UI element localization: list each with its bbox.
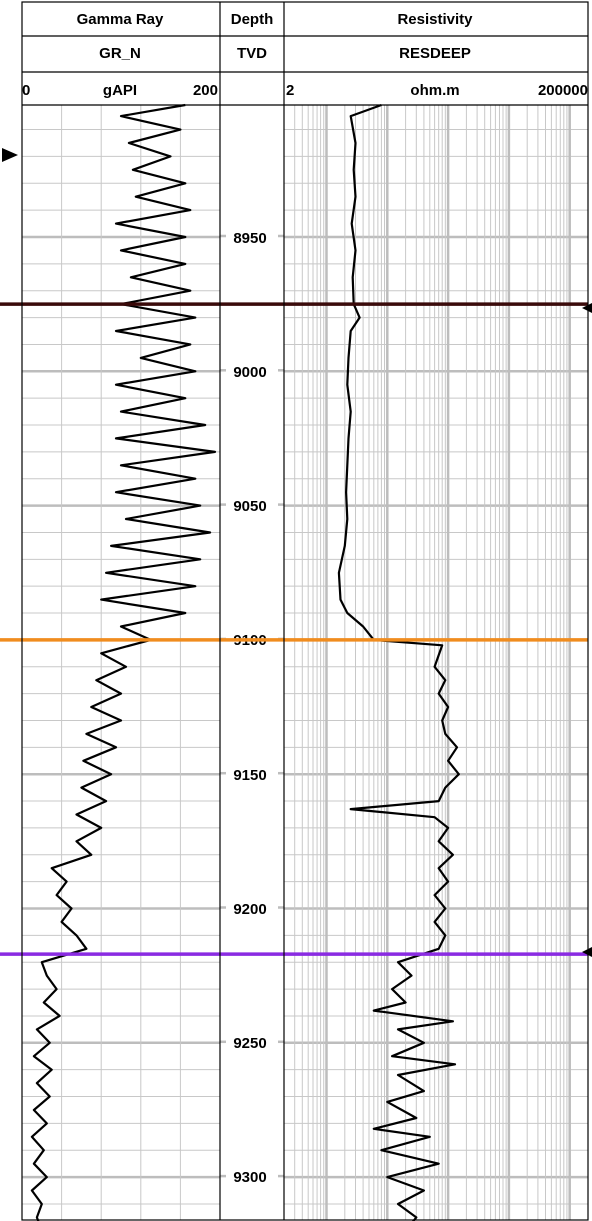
resistivity-max-tick: 200000 xyxy=(538,82,588,99)
resistivity-min-tick: 2 xyxy=(286,82,294,99)
resistivity-title: Resistivity xyxy=(397,11,473,28)
gamma-ray-unit: gAPI xyxy=(103,82,137,99)
depth-label-9150: 9150 xyxy=(233,767,266,784)
depth-label-8950: 8950 xyxy=(233,230,266,247)
left-arrow-icon xyxy=(2,148,18,162)
depth-label-9200: 9200 xyxy=(233,901,266,918)
formation-top-markers xyxy=(0,302,588,956)
depth-label-9250: 9250 xyxy=(233,1035,266,1052)
right-arrow-icon xyxy=(582,947,592,957)
resistivity-mnemonic: RESDEEP xyxy=(399,45,471,62)
depth-label-9300: 9300 xyxy=(233,1169,266,1186)
depth-mnemonic: TVD xyxy=(237,45,267,62)
gamma-ray-min-tick: 0 xyxy=(22,82,30,99)
gamma-ray-curve xyxy=(30,103,217,1221)
resistivity-curve xyxy=(337,103,460,1221)
resistivity-grid xyxy=(284,105,588,1220)
gamma-ray-title: Gamma Ray xyxy=(77,11,164,28)
resistivity-unit: ohm.m xyxy=(410,82,459,99)
gamma-ray-max-tick: 200 xyxy=(193,82,218,99)
right-arrow-icon xyxy=(582,303,592,313)
depth-label-9050: 9050 xyxy=(233,498,266,515)
depth-title: Depth xyxy=(231,11,274,28)
track-frame xyxy=(21,1,589,1221)
gamma-ray-mnemonic: GR_N xyxy=(99,45,141,62)
depth-label-9000: 9000 xyxy=(233,364,266,381)
